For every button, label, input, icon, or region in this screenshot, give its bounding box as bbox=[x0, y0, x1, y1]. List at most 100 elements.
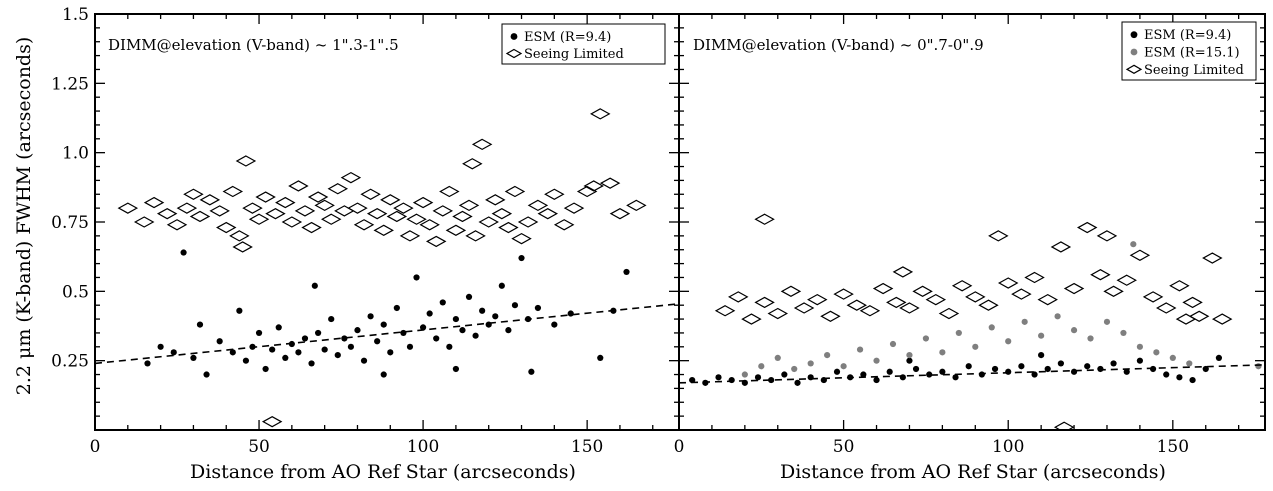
data-point bbox=[459, 327, 466, 334]
data-point bbox=[315, 329, 322, 337]
data-point bbox=[446, 343, 453, 350]
plot-frame bbox=[94, 13, 680, 431]
data-point bbox=[892, 266, 914, 278]
data-point bbox=[767, 307, 788, 320]
data-point bbox=[340, 171, 362, 184]
legend-label: Seeing Limited bbox=[1144, 63, 1244, 78]
data-point bbox=[833, 368, 841, 375]
data-point bbox=[229, 349, 236, 356]
data-point bbox=[1123, 368, 1130, 375]
data-point bbox=[327, 183, 349, 195]
x-axis-label-left: Distance from AO Ref Star (arcseconds) bbox=[190, 461, 576, 483]
data-point bbox=[505, 327, 512, 334]
data-point bbox=[1202, 252, 1223, 264]
data-point bbox=[242, 202, 263, 214]
data-point bbox=[1153, 349, 1160, 356]
data-point bbox=[400, 329, 407, 337]
data-point bbox=[626, 199, 647, 212]
data-point bbox=[939, 349, 946, 356]
data-point bbox=[1018, 363, 1025, 370]
data-point bbox=[544, 188, 565, 200]
data-point bbox=[846, 299, 868, 311]
data-point bbox=[553, 219, 575, 231]
data-point bbox=[1024, 271, 1045, 284]
data-point bbox=[527, 199, 549, 212]
data-point bbox=[988, 230, 1009, 242]
data-point bbox=[366, 207, 388, 220]
x-tick-label: 0 bbox=[90, 437, 101, 457]
legend-marker bbox=[1130, 48, 1138, 56]
legend-marker bbox=[510, 33, 518, 40]
data-point bbox=[988, 324, 995, 331]
data-point bbox=[824, 352, 831, 359]
data-point bbox=[1050, 241, 1072, 253]
data-point bbox=[978, 299, 999, 311]
legend-box bbox=[501, 23, 666, 65]
data-point bbox=[320, 213, 342, 225]
y-tick-label: 1.25 bbox=[51, 74, 89, 94]
data-point bbox=[952, 374, 959, 381]
data-point bbox=[873, 357, 880, 364]
y-tick-label: 1.0 bbox=[62, 144, 89, 164]
data-point bbox=[222, 185, 244, 198]
data-point bbox=[275, 196, 296, 209]
data-point bbox=[537, 207, 558, 220]
data-point bbox=[1097, 365, 1104, 373]
data-point bbox=[248, 213, 270, 225]
data-point bbox=[1116, 274, 1137, 286]
legend-marker bbox=[505, 48, 523, 59]
data-point bbox=[1005, 368, 1012, 375]
data-point bbox=[209, 205, 230, 217]
data-point bbox=[196, 321, 204, 328]
data-point bbox=[1005, 338, 1012, 345]
data-point bbox=[1011, 288, 1032, 300]
data-point bbox=[183, 188, 204, 200]
data-point bbox=[1255, 363, 1262, 370]
data-point bbox=[334, 352, 341, 359]
data-point bbox=[294, 205, 316, 217]
data-point bbox=[793, 302, 815, 314]
data-point bbox=[517, 216, 539, 228]
data-point bbox=[471, 138, 493, 151]
data-point bbox=[912, 365, 920, 373]
fit-line bbox=[95, 303, 679, 365]
data-point bbox=[511, 302, 519, 309]
data-point bbox=[1211, 313, 1233, 325]
data-point bbox=[393, 304, 400, 312]
data-point bbox=[1084, 363, 1091, 370]
data-point bbox=[1136, 357, 1143, 364]
data-point bbox=[465, 230, 486, 242]
fit-line bbox=[679, 364, 1265, 384]
data-point bbox=[576, 185, 598, 198]
data-point bbox=[269, 346, 276, 353]
data-point bbox=[156, 207, 178, 220]
data-point bbox=[439, 185, 460, 198]
data-point bbox=[360, 188, 381, 200]
data-point bbox=[886, 296, 907, 309]
data-point bbox=[439, 299, 446, 306]
data-point bbox=[1188, 310, 1210, 322]
data-point bbox=[406, 343, 414, 350]
data-point bbox=[758, 363, 765, 370]
legend-marker bbox=[1125, 64, 1143, 75]
data-point bbox=[599, 177, 621, 189]
data-point bbox=[1021, 318, 1028, 325]
data-point bbox=[479, 307, 486, 314]
data-point bbox=[216, 338, 223, 345]
data-point bbox=[860, 371, 867, 378]
series-seeing-limited bbox=[714, 213, 1233, 430]
data-point bbox=[955, 329, 962, 337]
y-axis-label: 2.2 μm (K-band) FWHM (arcseconds) bbox=[13, 37, 35, 396]
data-point bbox=[997, 277, 1019, 289]
data-point bbox=[1189, 376, 1196, 384]
data-point bbox=[380, 371, 387, 378]
data-point bbox=[925, 293, 947, 306]
data-point bbox=[373, 224, 394, 237]
data-point bbox=[199, 194, 221, 206]
data-point bbox=[1186, 360, 1193, 367]
data-point bbox=[462, 158, 483, 170]
data-point bbox=[926, 371, 933, 378]
data-point bbox=[528, 368, 535, 375]
data-point bbox=[754, 213, 775, 225]
data-point bbox=[413, 274, 420, 281]
